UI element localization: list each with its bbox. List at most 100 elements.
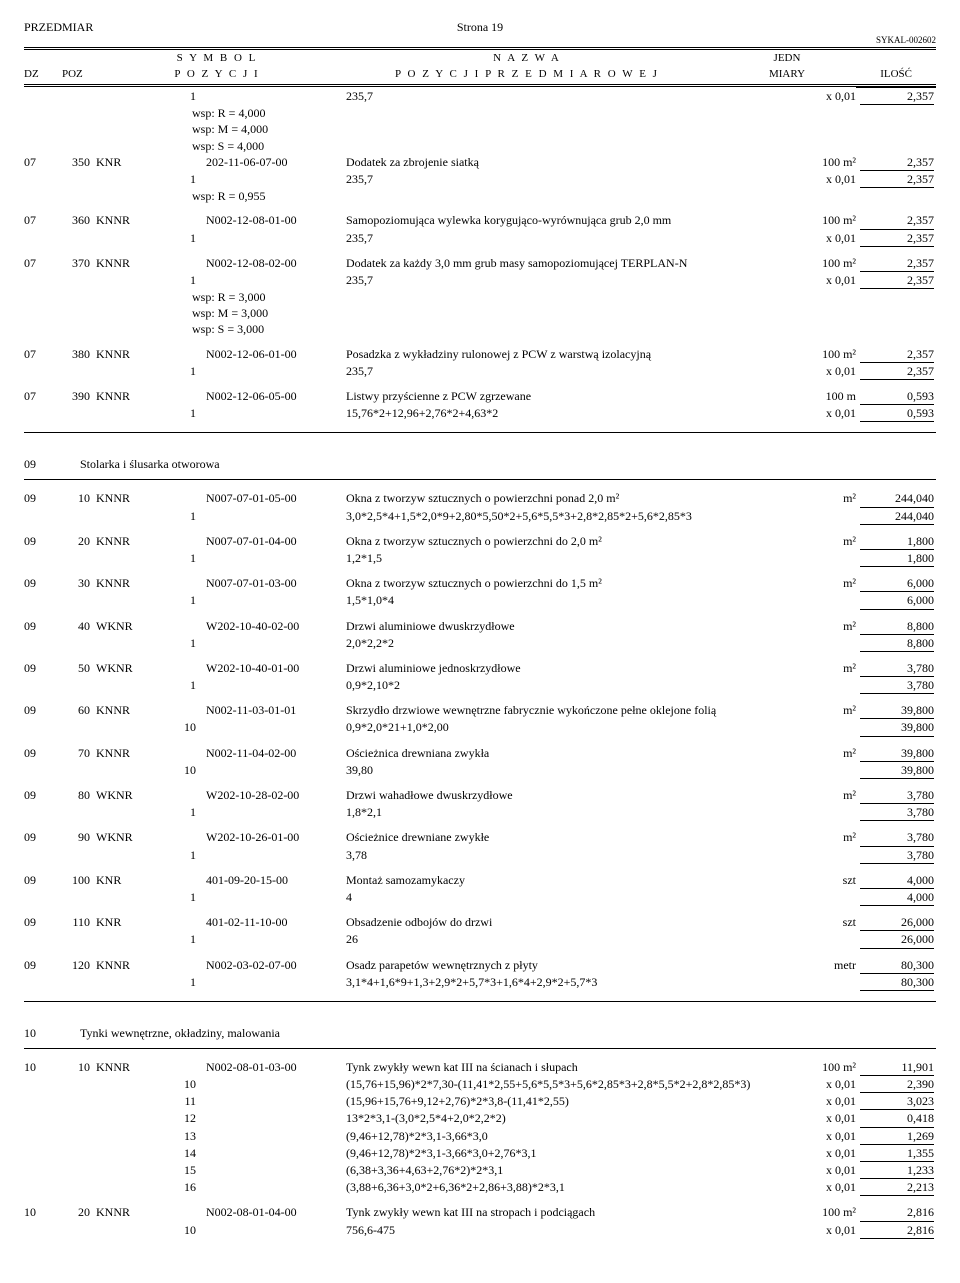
cell-dz: 09 (24, 829, 50, 846)
cell-sub (154, 787, 206, 804)
cell-code (206, 592, 346, 609)
cell-type (96, 1093, 154, 1110)
cell-desc: Posadzka z wykładziny rulonowej z PCW z … (346, 346, 784, 363)
cell-desc: 0,9*2,10*2 (346, 677, 784, 694)
cell-dz (24, 635, 50, 652)
cell-qty: 80,300 (860, 974, 934, 991)
table-row: 100,9*2,0*21+1,0*2,0039,800 (24, 719, 936, 736)
cell-sub: 1 (154, 974, 206, 991)
cell-unit: 100 m² (784, 1059, 860, 1076)
cell-sub: 1 (154, 592, 206, 609)
cell-sub: 12 (154, 1110, 206, 1127)
cell-sub (154, 388, 206, 405)
cell-code (206, 1145, 346, 1162)
cell-type: KNNR (96, 346, 154, 363)
cell-dz: 10 (24, 1204, 50, 1221)
cell-code (206, 719, 346, 736)
cell-unit: x 0,01 (784, 1128, 860, 1145)
cell-code: N002-11-03-01-01 (206, 702, 346, 719)
cell-qty: 11,901 (860, 1059, 934, 1076)
cell-sub (154, 212, 206, 229)
cell-unit: 100 m² (784, 255, 860, 272)
cell-dz (24, 1179, 50, 1196)
cell-desc: 1,2*1,5 (346, 550, 784, 567)
hdr-poz: POZ (62, 68, 122, 80)
table-row: 0960KNNRN002-11-03-01-01Skrzydło drzwiow… (24, 702, 936, 719)
cell-poz: 100 (50, 872, 96, 889)
cell-code: N002-12-08-02-00 (206, 255, 346, 272)
cell-code (206, 677, 346, 694)
cell-desc: Okna z tworzyw sztucznych o powierzchni … (346, 533, 784, 550)
cell-type: KNR (96, 872, 154, 889)
cell-dz: 09 (24, 872, 50, 889)
cell-type (96, 719, 154, 736)
cell-dz (24, 847, 50, 864)
cell-qty: 3,780 (860, 829, 934, 846)
cell-poz (50, 719, 96, 736)
cell-unit (784, 550, 860, 567)
cell-desc: 3,1*4+1,6*9+1,3+2,9*2+5,7*3+1,6*4+2,9*2+… (346, 974, 784, 991)
cell-code: N002-12-06-01-00 (206, 346, 346, 363)
cell-code (206, 1162, 346, 1179)
table-row: 1235,7x 0,012,357 (24, 272, 936, 289)
cell-unit: x 0,01 (784, 405, 860, 422)
cell-dz (24, 719, 50, 736)
cell-unit: 100 m² (784, 212, 860, 229)
cell-poz (50, 230, 96, 247)
hdr-miary: MIARY (742, 68, 832, 80)
cell-qty: 244,040 (860, 490, 934, 507)
cell-dz (24, 1076, 50, 1093)
cell-code (206, 1179, 346, 1196)
cell-sub: 16 (154, 1179, 206, 1196)
cell-type (96, 931, 154, 948)
cell-type: KNNR (96, 957, 154, 974)
cell-sub (154, 255, 206, 272)
cell-type: KNNR (96, 702, 154, 719)
cell-sub: 10 (154, 1222, 206, 1239)
table-row: 1235,7x 0,012,357 (24, 230, 936, 247)
cell-unit: m² (784, 745, 860, 762)
cell-desc: 3,78 (346, 847, 784, 864)
cell-code: N002-12-06-05-00 (206, 388, 346, 405)
section-title-09: Stolarka i ślusarka otworowa (50, 455, 936, 473)
cell-type (96, 1076, 154, 1093)
cell-unit: 100 m (784, 388, 860, 405)
cell-code (206, 363, 346, 380)
cell-sub (154, 872, 206, 889)
cell-dz (24, 88, 50, 105)
hdr-dz: DZ (24, 68, 62, 80)
cell-qty: 4,000 (860, 872, 934, 889)
cell-code: W202-10-40-01-00 (206, 660, 346, 677)
cell-unit: metr (784, 957, 860, 974)
cell-type: KNNR (96, 490, 154, 507)
cell-code (206, 550, 346, 567)
cell-desc: 3,0*2,5*4+1,5*2,0*9+2,80*5,50*2+5,6*5,5*… (346, 508, 784, 525)
wsp-line: wsp: M = 4,000 (24, 121, 268, 137)
cell-type: KNR (96, 154, 154, 171)
table-row: 1235,7x 0,012,357 (24, 363, 936, 380)
cell-unit: m² (784, 490, 860, 507)
cell-code: 202-11-06-07-00 (206, 154, 346, 171)
cell-sub: 11 (154, 1093, 206, 1110)
wsp-line: wsp: R = 4,000 (24, 105, 265, 121)
cell-type (96, 762, 154, 779)
cell-code (206, 889, 346, 906)
cell-sub: 1 (154, 847, 206, 864)
table-row: 14(9,46+12,78)*2*3,1-3,66*3,0+2,76*3,1x … (24, 1145, 936, 1162)
cell-desc: 756,6-475 (346, 1222, 784, 1239)
cell-type: KNNR (96, 255, 154, 272)
cell-type: KNNR (96, 533, 154, 550)
cell-dz: 09 (24, 618, 50, 635)
cell-code (206, 405, 346, 422)
cell-sub: 10 (154, 762, 206, 779)
table-row: 10(15,76+15,96)*2*7,30-(11,41*2,55+5,6*5… (24, 1076, 936, 1093)
cell-code: N002-08-01-03-00 (206, 1059, 346, 1076)
cell-dz (24, 762, 50, 779)
cell-qty: 1,269 (860, 1128, 934, 1145)
cell-sub: 10 (154, 719, 206, 736)
cell-poz (50, 508, 96, 525)
cell-unit: x 0,01 (784, 1179, 860, 1196)
wsp-line: wsp: S = 3,000 (24, 321, 264, 337)
cell-qty: 2,357 (860, 272, 934, 289)
cell-desc: Skrzydło drzwiowe wewnętrzne fabrycznie … (346, 702, 784, 719)
